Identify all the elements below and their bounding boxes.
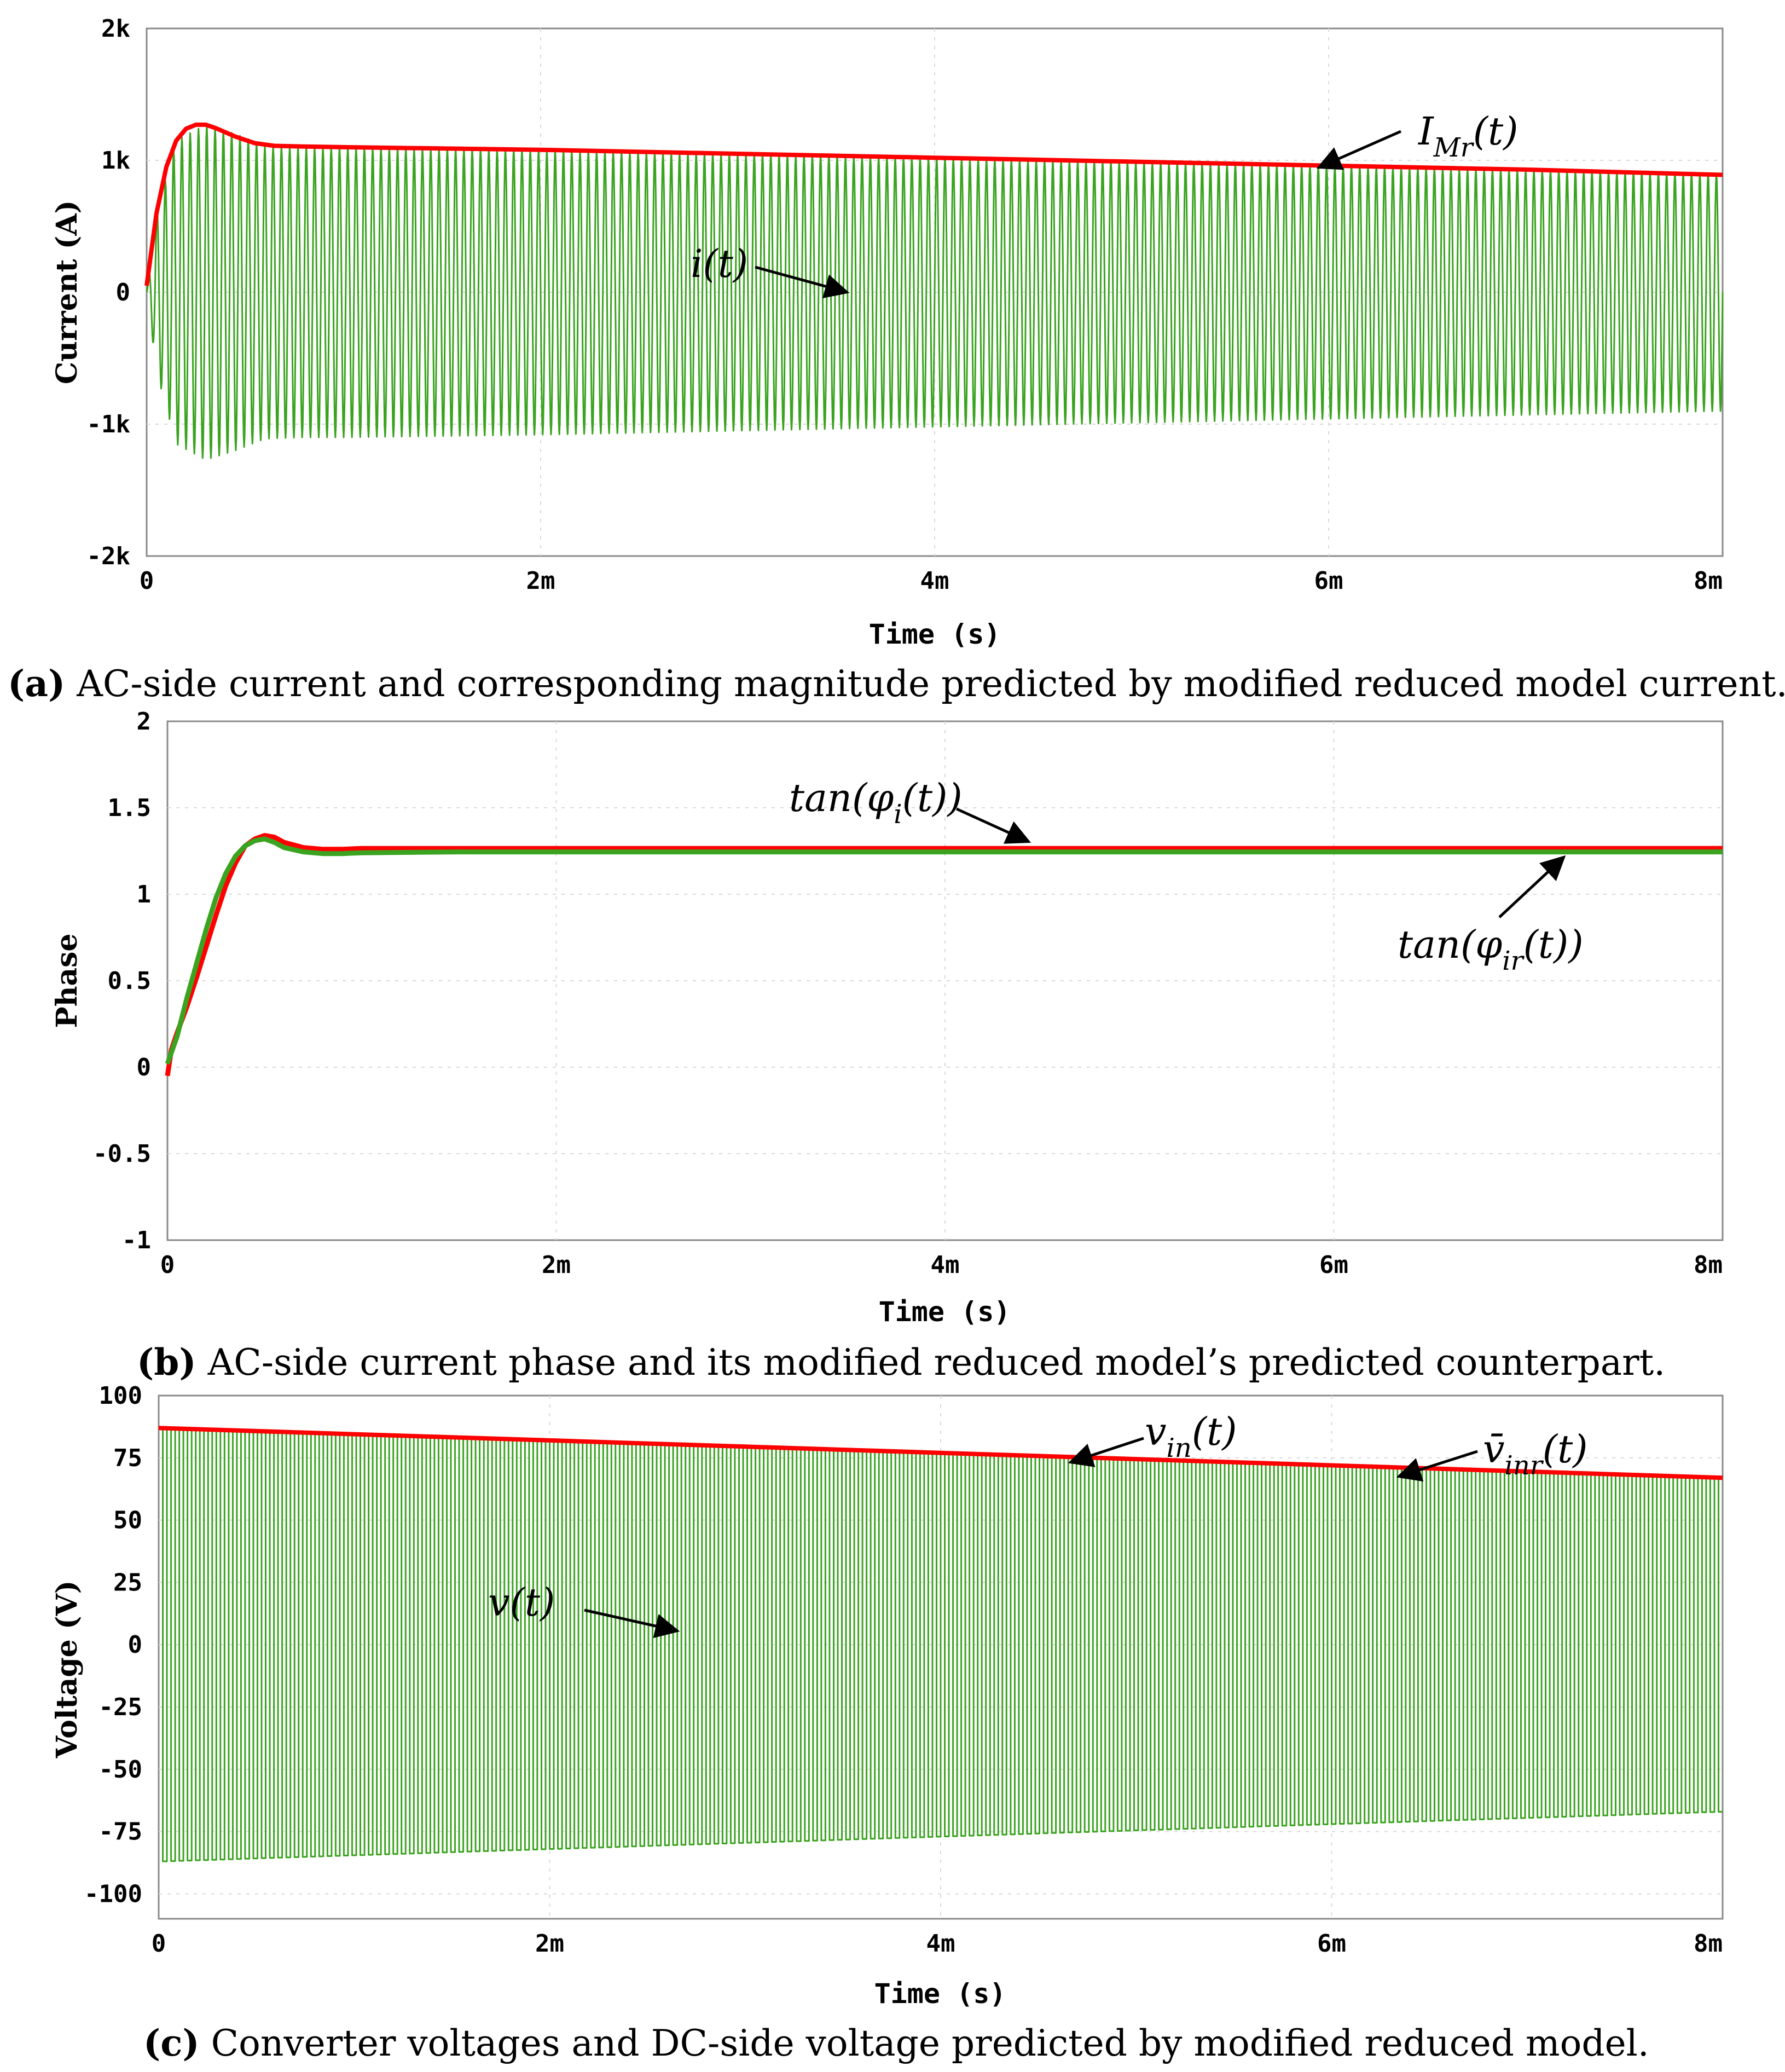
y-tick-label: -0.5 (93, 1140, 151, 1168)
grid-b (167, 721, 1723, 1240)
series-line (165, 833, 1723, 1076)
annotation-vin: vin(t) (1145, 1409, 1237, 1463)
annotation-i: i(t) (691, 241, 748, 286)
arrow-imr (1316, 130, 1402, 170)
y-tick-label: 25 (113, 1569, 142, 1596)
x-tick-label: 0 (152, 1930, 166, 1958)
x-axis-label-b: Time (s) (879, 1296, 1011, 1328)
panel-c: 0 2m 4m 6m 8m 100 75 50 25 0 -25 -50 -75 -100 Voltage… (50, 1382, 1724, 2064)
x-tick-label: 4m (926, 1930, 955, 1958)
x-tick-label: 6m (1317, 1930, 1346, 1958)
y-tick-label: 75 (113, 1444, 142, 1472)
y-tick-label: -1k (87, 410, 130, 438)
x-tick-label: 8m (1694, 1251, 1723, 1279)
y-axis-label-c: Voltage (V) (50, 1581, 84, 1759)
series-line (158, 1426, 1723, 1480)
y-tick-label: 0 (128, 1631, 143, 1659)
ticks-c: 0 2m 4m 6m 8m 100 75 50 25 0 -25 -50 -75 -100 (84, 1382, 1723, 1958)
y-tick-label: 2 (137, 708, 152, 736)
ticks-a: 0 2m 4m 6m 8m 2k 1k 0 -1k -2k (87, 15, 1723, 595)
series-line (159, 1427, 1723, 1862)
x-tick-label: 2m (526, 567, 555, 595)
y-tick-label: 1 (137, 881, 152, 908)
series-line (144, 122, 1723, 286)
annotation-tan-phi-ir: tan(φir(t)) (1398, 922, 1584, 976)
arrow-i (755, 265, 850, 299)
y-tick-label: 0 (116, 279, 131, 306)
arrow-vinr (1396, 1450, 1478, 1482)
series-line (146, 124, 1724, 459)
caption-a: (a) AC-side current and corresponding ma… (8, 662, 1785, 705)
annotation-imr: IMr(t) (1417, 109, 1519, 163)
annotation-v: v(t) (488, 1580, 555, 1625)
y-tick-label: -2k (87, 542, 130, 570)
arrow-vin (1068, 1437, 1144, 1467)
x-tick-label: 2m (542, 1251, 571, 1279)
caption-c: (c) Converter voltages and DC-side volta… (143, 2022, 1649, 2064)
y-tick-label: 0.5 (108, 967, 151, 995)
panel-a: 0 2m 4m 6m 8m 2k 1k 0 -1k -2k Current (A) Time (s… (8, 15, 1785, 705)
y-tick-label: -1 (122, 1226, 151, 1254)
y-tick-label: 1.5 (108, 794, 151, 822)
series-a (144, 122, 1724, 459)
y-tick-label: 2k (101, 15, 130, 43)
arrow-tan-phi-ir (1498, 855, 1566, 918)
x-tick-label: 2m (535, 1930, 564, 1958)
series-c (158, 1426, 1723, 1862)
arrow-tan-phi-i (955, 807, 1031, 844)
x-tick-label: 6m (1319, 1251, 1348, 1279)
caption-b: (b) AC-side current phase and its modifi… (137, 1341, 1665, 1384)
annotation-vinr: v̄inr(t) (1483, 1427, 1588, 1481)
x-tick-label: 6m (1314, 567, 1343, 595)
x-tick-label: 8m (1694, 567, 1723, 595)
y-tick-label: -25 (99, 1693, 142, 1721)
y-tick-label: -50 (99, 1756, 142, 1784)
series-line (165, 836, 1723, 1065)
x-tick-label: 0 (140, 567, 154, 595)
x-tick-label: 4m (931, 1251, 960, 1279)
ticks-b: 0 2m 4m 6m 8m 2 1.5 1 0.5 0 -0.5 -1 (93, 708, 1723, 1279)
x-axis-label-a: Time (s) (869, 618, 1001, 650)
arrow-v (584, 1608, 680, 1639)
x-tick-label: 8m (1694, 1930, 1723, 1958)
annotation-tan-phi-i: tan(φi(t)) (789, 775, 963, 830)
y-tick-label: 100 (99, 1382, 142, 1410)
x-tick-label: 0 (160, 1251, 175, 1279)
y-tick-label: 0 (137, 1054, 152, 1081)
y-tick-label: -100 (84, 1880, 142, 1908)
x-axis-label-c: Time (s) (874, 1978, 1006, 2010)
y-tick-label: -75 (99, 1818, 142, 1846)
series-b (165, 833, 1723, 1076)
x-tick-label: 4m (920, 567, 949, 595)
y-tick-label: 50 (113, 1507, 142, 1535)
y-axis-label-a: Current (A) (50, 200, 84, 385)
y-tick-label: 1k (101, 147, 130, 175)
y-axis-label-b: Phase (50, 934, 84, 1028)
